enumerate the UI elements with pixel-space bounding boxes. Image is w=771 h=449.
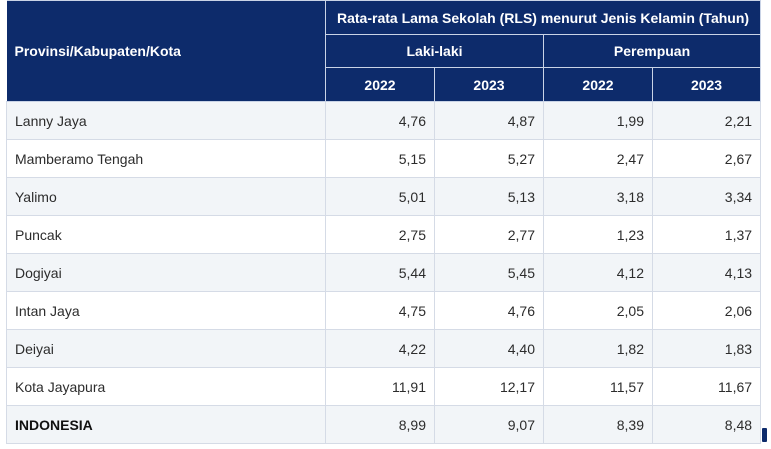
value-cell: 8,39 xyxy=(543,405,653,444)
value-cell: 12,17 xyxy=(434,367,544,406)
value-cell: 4,75 xyxy=(325,291,435,330)
value-cell: 1,82 xyxy=(543,329,653,368)
value-cell: 5,44 xyxy=(325,253,435,292)
value-cell: 2,47 xyxy=(543,139,653,178)
region-name-cell: INDONESIA xyxy=(6,405,326,444)
year-header-male-2023: 2023 xyxy=(434,67,544,102)
value-cell: 2,05 xyxy=(543,291,653,330)
value-cell: 2,21 xyxy=(651,101,762,140)
value-cell: 2,67 xyxy=(651,139,762,178)
value-cell: 1,83 xyxy=(651,329,762,368)
region-name-cell: Intan Jaya xyxy=(6,291,326,330)
value-cell: 11,67 xyxy=(651,367,762,406)
value-cell: 4,40 xyxy=(434,329,544,368)
value-cell: 5,01 xyxy=(325,177,435,216)
value-cell: 4,12 xyxy=(543,253,653,292)
value-cell: 1,37 xyxy=(651,215,762,254)
rls-table-container: Provinsi/Kabupaten/Kota Rata-rata Lama S… xyxy=(6,0,762,444)
region-name-cell: Kota Jayapura xyxy=(6,367,326,406)
value-cell: 3,18 xyxy=(543,177,653,216)
table-body: Lanny Jaya 4,76 4,87 1,99 2,21 Mamberamo Teng… xyxy=(6,101,762,444)
region-name-cell: Yalimo xyxy=(6,177,326,216)
value-cell: 1,23 xyxy=(543,215,653,254)
region-name-cell: Puncak xyxy=(6,215,326,254)
region-name-cell: Lanny Jaya xyxy=(6,101,326,140)
value-cell: 4,76 xyxy=(325,101,435,140)
value-cell: 11,57 xyxy=(543,367,653,406)
value-cell: 4,76 xyxy=(434,291,544,330)
value-cell: 5,27 xyxy=(434,139,544,178)
value-cell: 4,87 xyxy=(434,101,544,140)
year-header-male-2022: 2022 xyxy=(325,67,435,102)
region-name-cell: Deiyai xyxy=(6,329,326,368)
table-row: Yalimo 5,01 5,13 3,18 3,34 xyxy=(6,177,762,216)
value-cell: 2,06 xyxy=(651,291,762,330)
value-cell: 4,13 xyxy=(651,253,762,292)
value-cell: 4,22 xyxy=(325,329,435,368)
value-cell: 3,34 xyxy=(651,177,762,216)
region-name-cell: Dogiyai xyxy=(6,253,326,292)
table-row: Mamberamo Tengah 5,15 5,27 2,47 2,67 xyxy=(6,139,762,178)
main-column-header: Rata-rata Lama Sekolah (RLS) menurut Jen… xyxy=(324,0,762,35)
value-cell: 1,99 xyxy=(543,101,653,140)
value-cell: 9,07 xyxy=(434,405,544,444)
group-header-female: Perempuan xyxy=(542,34,762,68)
rls-table: Provinsi/Kabupaten/Kota Rata-rata Lama S… xyxy=(6,0,762,444)
value-cell: 5,15 xyxy=(325,139,435,178)
table-row: Puncak 2,75 2,77 1,23 1,37 xyxy=(6,215,762,254)
year-header-female-2023: 2023 xyxy=(651,67,762,102)
table-row: INDONESIA 8,99 9,07 8,39 8,48 xyxy=(6,405,762,444)
value-cell: 11,91 xyxy=(325,367,435,406)
table-row: Intan Jaya 4,75 4,76 2,05 2,06 xyxy=(6,291,762,330)
region-name-cell: Mamberamo Tengah xyxy=(6,139,326,178)
group-header-male: Laki-laki xyxy=(325,34,544,68)
table-row: Lanny Jaya 4,76 4,87 1,99 2,21 xyxy=(6,101,762,140)
value-cell: 8,99 xyxy=(325,405,435,444)
value-cell: 2,77 xyxy=(434,215,544,254)
table-row: Kota Jayapura 11,91 12,17 11,57 11,67 xyxy=(6,367,762,406)
scrollbar-thumb[interactable] xyxy=(762,428,767,442)
value-cell: 5,13 xyxy=(434,177,544,216)
row-label-header: Provinsi/Kabupaten/Kota xyxy=(6,0,326,102)
value-cell: 8,48 xyxy=(651,405,762,444)
value-cell: 2,75 xyxy=(325,215,435,254)
table-row: Dogiyai 5,44 5,45 4,12 4,13 xyxy=(6,253,762,292)
year-header-female-2022: 2022 xyxy=(543,67,653,102)
table-row: Deiyai 4,22 4,40 1,82 1,83 xyxy=(6,329,762,368)
value-cell: 5,45 xyxy=(434,253,544,292)
table-header: Provinsi/Kabupaten/Kota Rata-rata Lama S… xyxy=(6,0,762,102)
